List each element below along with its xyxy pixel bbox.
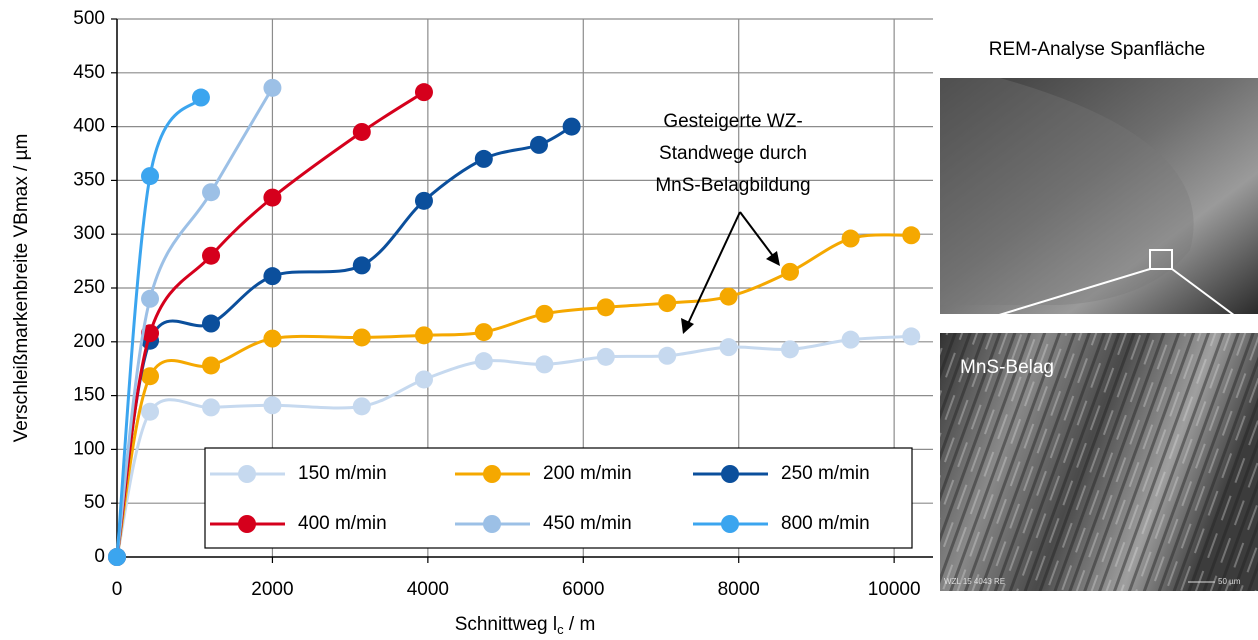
y-tick-label: 500 — [73, 8, 105, 29]
annotation-arrow — [686, 212, 740, 328]
panel-title: REM-Analyse Spanfläche — [989, 39, 1206, 60]
data-point — [353, 256, 371, 274]
data-point — [597, 298, 615, 316]
arrow-head — [766, 251, 780, 266]
x-tick-label: 4000 — [407, 579, 449, 600]
x-tick-label: 8000 — [718, 579, 760, 600]
data-point — [141, 367, 159, 385]
annotation: Gesteigerte WZ- — [663, 111, 802, 132]
data-point — [415, 370, 433, 388]
y-tick-label: 300 — [73, 223, 105, 244]
y-tick-label: 200 — [73, 331, 105, 352]
data-point — [475, 352, 493, 370]
data-point — [192, 89, 210, 107]
legend-label: 400 m/min — [298, 513, 387, 534]
legend-marker — [238, 515, 256, 533]
legend-label: 200 m/min — [543, 463, 632, 484]
annotation-arrow — [740, 212, 776, 260]
y-axis-title: Verschleißmarkenbreite VBmax / µm — [11, 134, 32, 443]
data-point — [202, 315, 220, 333]
data-point — [415, 83, 433, 101]
data-point — [720, 288, 738, 306]
legend-label: 450 m/min — [543, 513, 632, 534]
legend-marker — [483, 465, 501, 483]
data-point — [658, 294, 676, 312]
y-tick-label: 50 — [84, 492, 105, 513]
legend-label: 250 m/min — [781, 463, 870, 484]
x-title-part: / m — [564, 614, 596, 635]
y-tick-label: 0 — [94, 546, 105, 567]
data-point — [353, 328, 371, 346]
data-point — [475, 150, 493, 168]
annotation: MnS-Belagbildung — [655, 175, 810, 196]
data-point — [781, 340, 799, 358]
data-point — [781, 263, 799, 281]
image-caption: WZL 15 4043 RE — [944, 577, 1005, 586]
legend-marker — [238, 465, 256, 483]
data-point — [353, 123, 371, 141]
data-point — [263, 79, 281, 97]
y-tick-label: 250 — [73, 277, 105, 298]
data-point — [597, 348, 615, 366]
data-point — [202, 398, 220, 416]
data-point — [141, 167, 159, 185]
data-point — [535, 305, 553, 323]
scale-bar-label: 50 µm — [1218, 577, 1241, 586]
data-point — [720, 338, 738, 356]
y-tick-label: 450 — [73, 62, 105, 83]
y-tick-label: 150 — [73, 385, 105, 406]
data-point — [141, 403, 159, 421]
legend-marker — [483, 515, 501, 533]
data-point — [902, 226, 920, 244]
data-point — [108, 548, 126, 566]
data-point — [263, 330, 281, 348]
data-point — [202, 183, 220, 201]
legend-marker — [721, 465, 739, 483]
x-tick-label: 10000 — [868, 579, 921, 600]
legend-marker — [721, 515, 739, 533]
arrow-head — [681, 318, 694, 334]
data-point — [263, 267, 281, 285]
data-point — [658, 347, 676, 365]
x-tick-label: 0 — [112, 579, 123, 600]
data-point — [415, 326, 433, 344]
data-point — [141, 290, 159, 308]
data-point — [263, 396, 281, 414]
data-point — [415, 192, 433, 210]
chart: REM-Analyse Spanfläche MnS-Belag WZL 15 … — [0, 0, 1258, 640]
y-tick-label: 100 — [73, 438, 105, 459]
side-panel: REM-Analyse Spanfläche MnS-Belag WZL 15 … — [940, 39, 1258, 591]
x-axis-title: Schnittweg lc / m — [455, 614, 596, 637]
x-tick-label: 2000 — [251, 579, 293, 600]
x-title-part: Schnittweg l — [455, 614, 557, 635]
data-point — [202, 247, 220, 265]
data-point — [842, 230, 860, 248]
data-point — [530, 136, 548, 154]
data-point — [563, 118, 581, 136]
data-point — [263, 189, 281, 207]
x-tick-label: 6000 — [562, 579, 604, 600]
legend-label: 800 m/min — [781, 513, 870, 534]
data-point — [535, 355, 553, 373]
annotation: Standwege durch — [659, 143, 807, 164]
data-point — [475, 323, 493, 341]
data-point — [842, 331, 860, 349]
data-point — [353, 397, 371, 415]
legend-label: 150 m/min — [298, 463, 387, 484]
data-point — [902, 327, 920, 345]
y-tick-label: 400 — [73, 116, 105, 137]
y-tick-label: 350 — [73, 169, 105, 190]
inset-label: MnS-Belag — [960, 357, 1054, 378]
data-point — [202, 356, 220, 374]
